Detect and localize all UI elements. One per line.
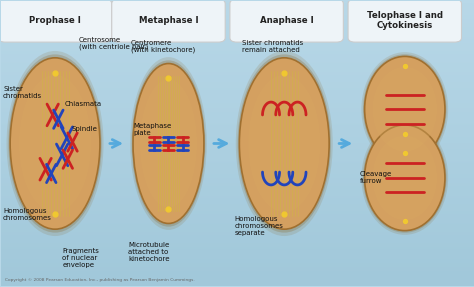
Ellipse shape <box>373 135 437 220</box>
Text: Metaphase
plate: Metaphase plate <box>133 123 171 136</box>
Ellipse shape <box>7 51 103 236</box>
Ellipse shape <box>248 75 320 212</box>
FancyBboxPatch shape <box>0 0 112 42</box>
Text: Metaphase I: Metaphase I <box>139 16 198 25</box>
Text: Homologous
chromosomes
separate: Homologous chromosomes separate <box>235 216 283 236</box>
FancyBboxPatch shape <box>348 0 462 42</box>
Ellipse shape <box>365 125 445 231</box>
Text: Homologous
chromosomes: Homologous chromosomes <box>3 208 52 221</box>
Text: Anaphase I: Anaphase I <box>260 16 313 25</box>
Ellipse shape <box>363 54 447 164</box>
Text: Spindle: Spindle <box>72 126 98 132</box>
Text: Fragments
of nuclear
envelope: Fragments of nuclear envelope <box>62 248 99 268</box>
Ellipse shape <box>363 123 447 233</box>
Text: Centromere
(with kinetochore): Centromere (with kinetochore) <box>131 40 195 53</box>
Ellipse shape <box>140 79 197 208</box>
Text: Microtubule
attached to
kinetochore: Microtubule attached to kinetochore <box>128 242 170 262</box>
Text: Cleavage
furrow: Cleavage furrow <box>360 171 392 184</box>
Ellipse shape <box>365 56 445 162</box>
Ellipse shape <box>237 55 331 232</box>
Text: Prophase I: Prophase I <box>29 16 81 25</box>
Ellipse shape <box>133 63 204 224</box>
Ellipse shape <box>373 67 437 152</box>
Text: Centrosome
(with centriole pair): Centrosome (with centriole pair) <box>79 37 148 50</box>
Ellipse shape <box>361 121 448 235</box>
Text: Copyright © 2008 Pearson Education, Inc., publishing as Pearson Benjamin Cumming: Copyright © 2008 Pearson Education, Inc.… <box>5 278 195 282</box>
Ellipse shape <box>19 75 91 212</box>
Ellipse shape <box>130 57 207 230</box>
Text: Sister chromatids
remain attached: Sister chromatids remain attached <box>242 40 303 53</box>
Text: Telophase I and
Cytokinesis: Telophase I and Cytokinesis <box>367 11 443 30</box>
FancyBboxPatch shape <box>230 0 343 42</box>
Ellipse shape <box>9 55 102 232</box>
FancyBboxPatch shape <box>112 0 225 42</box>
Ellipse shape <box>132 60 205 227</box>
Ellipse shape <box>236 51 333 236</box>
Text: Sister
chromatids: Sister chromatids <box>3 86 42 99</box>
Text: Chiasmata: Chiasmata <box>64 100 101 106</box>
Ellipse shape <box>361 52 448 166</box>
Ellipse shape <box>10 58 100 229</box>
Ellipse shape <box>239 58 329 229</box>
